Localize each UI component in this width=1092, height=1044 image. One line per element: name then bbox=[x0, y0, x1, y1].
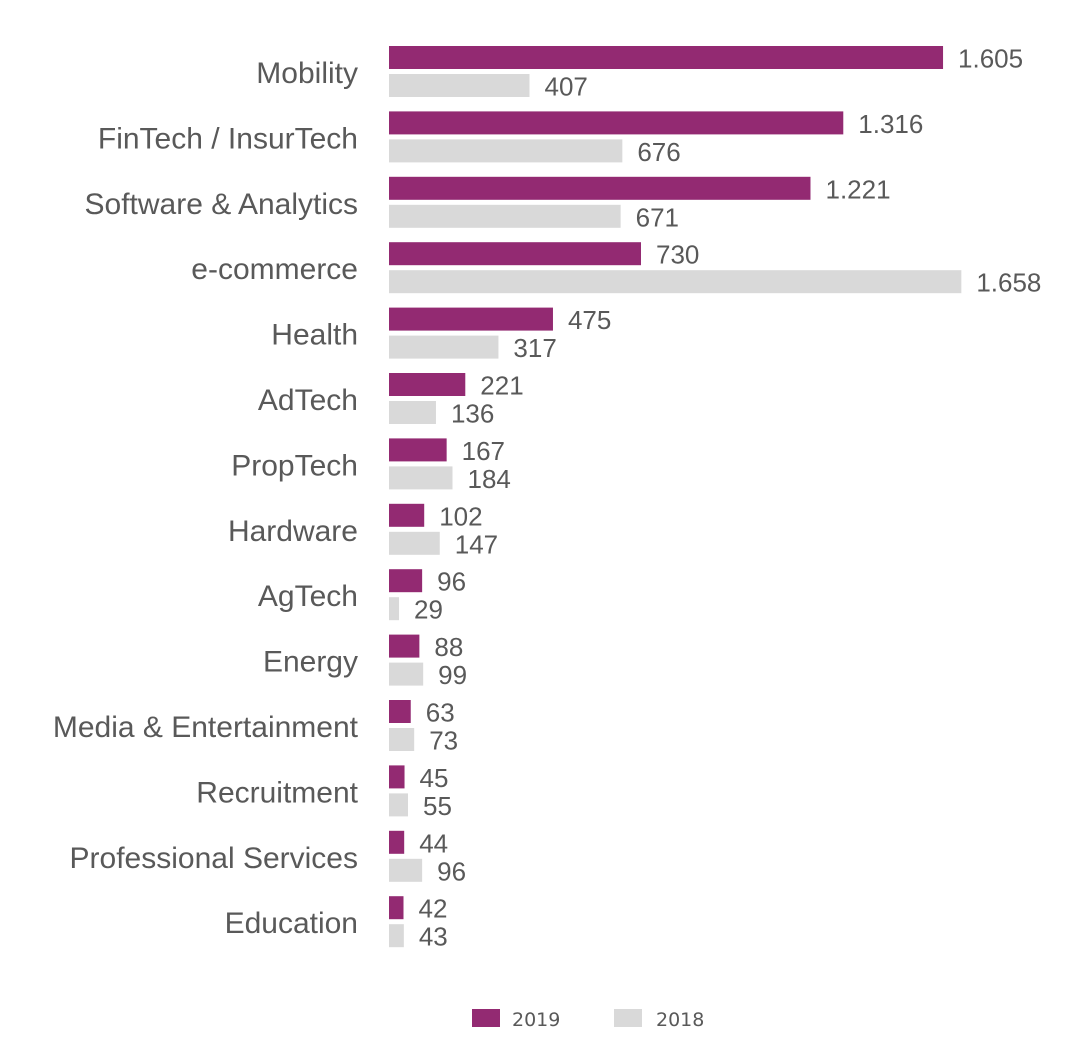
bar-2019-health bbox=[389, 307, 553, 331]
bar-2019-professional-services bbox=[389, 830, 405, 854]
legend: 2019 2018 bbox=[472, 1009, 704, 1031]
category-label-media-entertainment: Media & Entertainment bbox=[53, 711, 359, 744]
category-label-e-commerce: e-commerce bbox=[191, 253, 358, 286]
bar-2018-education bbox=[389, 924, 404, 948]
bar-2018-adtech bbox=[389, 401, 436, 424]
bar-2019-e-commerce bbox=[389, 242, 641, 266]
bar-2018-hardware bbox=[389, 531, 440, 555]
value-label-2018-hardware: 147 bbox=[455, 529, 498, 559]
value-label-2018-software-analytics: 671 bbox=[636, 202, 679, 232]
value-label-2018-proptech: 184 bbox=[468, 464, 511, 494]
value-label-2018-fintech-insurtech: 676 bbox=[637, 137, 680, 167]
bar-2019-recruitment bbox=[389, 765, 405, 789]
value-label-2019-energy: 88 bbox=[434, 632, 463, 662]
bar-2019-energy bbox=[389, 634, 420, 658]
bar-2018-agtech bbox=[389, 597, 400, 621]
value-label-2019-mobility: 1.605 bbox=[958, 44, 1023, 74]
value-label-2019-professional-services: 44 bbox=[419, 828, 448, 858]
category-label-professional-services: Professional Services bbox=[70, 842, 358, 875]
value-label-2018-energy: 99 bbox=[438, 660, 467, 690]
value-label-2019-fintech-insurtech: 1.316 bbox=[858, 109, 923, 139]
bar-2019-education bbox=[389, 896, 404, 920]
value-label-2019-recruitment: 45 bbox=[420, 763, 449, 793]
value-label-2019-adtech: 221 bbox=[480, 371, 523, 401]
value-label-2019-health: 475 bbox=[568, 305, 611, 335]
category-label-hardware: Hardware bbox=[228, 515, 358, 548]
bar-2019-hardware bbox=[389, 503, 425, 527]
category-label-fintech-insurtech: FinTech / InsurTech bbox=[98, 122, 358, 155]
bar-2018-recruitment bbox=[389, 793, 408, 817]
category-label-energy: Energy bbox=[263, 646, 358, 679]
value-label-2018-education: 43 bbox=[419, 922, 448, 952]
value-label-2018-recruitment: 55 bbox=[423, 791, 452, 821]
value-label-2019-hardware: 102 bbox=[439, 501, 482, 531]
bars-layer: Mobility 1.605 407 FinTech / InsurTech 1.316… bbox=[53, 44, 1042, 952]
value-label-2018-professional-services: 96 bbox=[437, 856, 466, 886]
category-label-mobility: Mobility bbox=[256, 57, 358, 90]
value-label-2019-agtech: 96 bbox=[437, 567, 466, 597]
value-label-2018-mobility: 407 bbox=[544, 72, 587, 102]
category-label-education: Education bbox=[225, 907, 358, 940]
value-label-2019-software-analytics: 1.221 bbox=[825, 174, 890, 204]
bar-2018-software-analytics bbox=[389, 204, 621, 228]
bar-2019-proptech bbox=[389, 438, 447, 462]
legend-label-2019: 2019 bbox=[512, 1009, 560, 1031]
value-label-2018-media-entertainment: 73 bbox=[429, 726, 458, 756]
bar-2019-adtech bbox=[389, 373, 466, 396]
bar-2018-professional-services bbox=[389, 858, 423, 882]
category-label-health: Health bbox=[271, 319, 358, 352]
category-label-software-analytics: Software & Analytics bbox=[85, 188, 358, 221]
bar-2019-software-analytics bbox=[389, 176, 811, 200]
value-label-2018-health: 317 bbox=[513, 333, 556, 363]
bar-2018-e-commerce bbox=[389, 270, 962, 294]
bar-2018-proptech bbox=[389, 466, 453, 490]
bar-2018-energy bbox=[389, 662, 424, 686]
legend-swatch-2019 bbox=[472, 1009, 500, 1027]
value-label-2018-e-commerce: 1.658 bbox=[976, 268, 1041, 298]
value-label-2019-e-commerce: 730 bbox=[656, 240, 699, 270]
legend-label-2018: 2018 bbox=[656, 1009, 704, 1031]
bar-2019-media-entertainment bbox=[389, 700, 411, 723]
value-label-2018-agtech: 29 bbox=[414, 595, 443, 625]
bar-2018-mobility bbox=[389, 74, 530, 97]
value-label-2018-adtech: 136 bbox=[451, 399, 494, 429]
category-label-recruitment: Recruitment bbox=[196, 776, 358, 809]
value-label-2019-media-entertainment: 63 bbox=[426, 698, 455, 728]
bar-2018-fintech-insurtech bbox=[389, 139, 623, 163]
bar-2019-agtech bbox=[389, 569, 423, 593]
bar-2018-media-entertainment bbox=[389, 728, 415, 751]
bar-2019-fintech-insurtech bbox=[389, 111, 844, 135]
value-label-2019-education: 42 bbox=[418, 894, 447, 924]
legend-swatch-2018 bbox=[614, 1009, 642, 1027]
category-label-proptech: PropTech bbox=[231, 449, 358, 482]
bar-2018-health bbox=[389, 335, 499, 359]
bar-2019-mobility bbox=[389, 46, 944, 69]
category-label-agtech: AgTech bbox=[258, 580, 358, 613]
value-label-2019-proptech: 167 bbox=[462, 436, 505, 466]
category-label-adtech: AdTech bbox=[258, 384, 358, 417]
